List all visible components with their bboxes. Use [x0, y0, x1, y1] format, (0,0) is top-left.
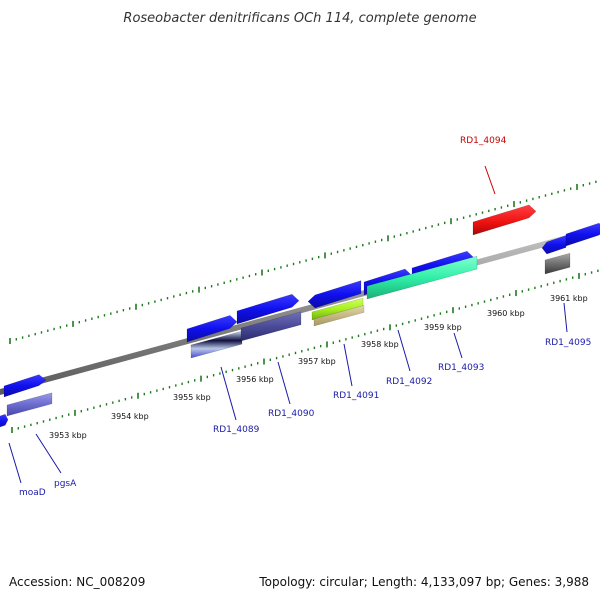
gene-arrow-RD1-4091[interactable]: [307, 280, 362, 309]
scale-label-3960: 3960 kbp: [487, 309, 525, 318]
gene-arrow-RD1-4089[interactable]: [186, 315, 238, 343]
leader-line: [484, 165, 496, 195]
gene-label-RD1-4093[interactable]: RD1_4093: [438, 363, 484, 373]
leader-line: [8, 442, 22, 484]
gene-arrow-next[interactable]: [565, 222, 600, 247]
leader-line: [563, 302, 568, 333]
gene-arrow-RD1-4094[interactable]: [472, 204, 537, 236]
gene-block-RD1-4091-subdomain[interactable]: [313, 305, 365, 327]
scale-label-3956: 3956 kbp: [236, 375, 274, 384]
leader-line: [397, 329, 411, 372]
leader-line: [343, 343, 353, 387]
scale-label-3958: 3958 kbp: [361, 340, 399, 349]
map-title: Roseobacter denitrificans OCh 114, compl…: [123, 11, 476, 26]
gene-block-RD1-4089-domain[interactable]: [190, 330, 243, 359]
leader-line: [277, 361, 291, 405]
scale-ticks-upper: [9, 180, 597, 344]
scale-label-3954: 3954 kbp: [111, 412, 149, 421]
gene-arrow-RD1-4095[interactable]: [541, 235, 567, 255]
gene-label-RD1-4092[interactable]: RD1_4092: [386, 377, 432, 387]
gene-arrow-pgsA[interactable]: [3, 374, 47, 398]
genome-summary-text: Topology: circular; Length: 4,133,097 bp…: [258, 575, 589, 589]
gene-block-RD1-4090-domain[interactable]: [240, 311, 302, 342]
accession-text: Accession: NC_008209: [9, 575, 145, 589]
gene-label-RD1-4090[interactable]: RD1_4090: [268, 409, 315, 419]
gene-label-RD1-4089[interactable]: RD1_4089: [213, 425, 260, 435]
gene-features: [0, 204, 600, 429]
gene-arrow-moaD[interactable]: [0, 413, 9, 429]
gene-block-RD1-4095-domain[interactable]: [544, 252, 571, 275]
gene-arrow-RD1-4090[interactable]: [236, 293, 300, 325]
scale-label-3959: 3959 kbp: [424, 323, 462, 332]
scale-label-3957: 3957 kbp: [298, 357, 336, 366]
gene-block-RD1-4092-domain[interactable]: [366, 255, 478, 300]
scale-label-3955: 3955 kbp: [173, 393, 211, 402]
scale-label-3953: 3953 kbp: [49, 431, 87, 440]
label-leader-lines: [8, 165, 568, 484]
gene-block-pgsA-domain[interactable]: [6, 392, 53, 417]
scale-label-3961: 3961 kbp: [550, 294, 588, 303]
gene-label-RD1-4091[interactable]: RD1_4091: [333, 391, 379, 401]
gene-label-moaD[interactable]: moaD: [19, 488, 46, 498]
leader-line: [453, 332, 463, 359]
gene-label-RD1-4095[interactable]: RD1_4095: [545, 338, 591, 348]
gene-label-RD1-4094[interactable]: RD1_4094: [460, 136, 507, 146]
leader-line: [35, 433, 62, 474]
gene-label-pgsA[interactable]: pgsA: [54, 479, 77, 489]
scale-ticks-lower: [11, 269, 599, 433]
leader-line: [220, 366, 237, 421]
